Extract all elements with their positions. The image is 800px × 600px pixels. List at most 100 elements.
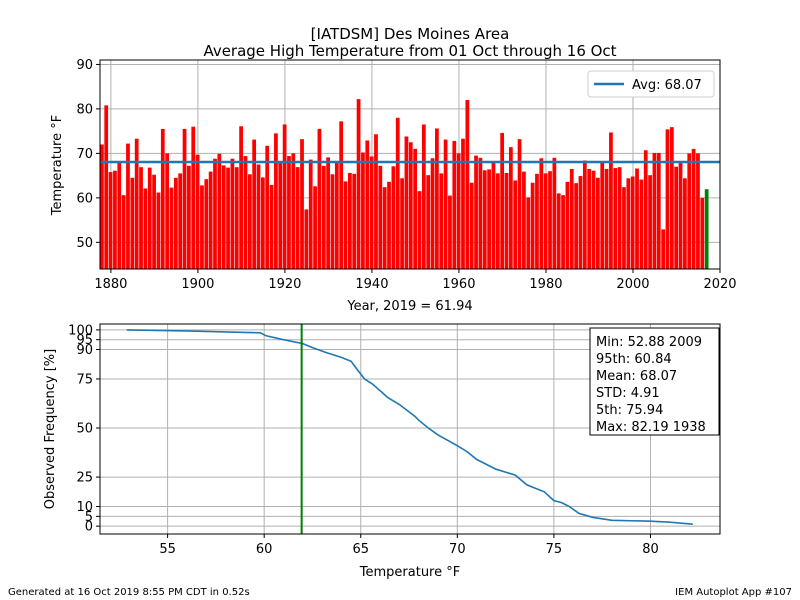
bottom-y-tick-label: 25 xyxy=(76,471,93,486)
bottom-y-tick-label: 90 xyxy=(76,343,93,358)
year-bar xyxy=(395,117,400,270)
year-bar xyxy=(582,160,587,269)
year-bar xyxy=(400,178,404,269)
year-bar xyxy=(604,168,609,269)
year-bar xyxy=(556,193,561,269)
year-bar xyxy=(160,128,165,269)
year-bar xyxy=(113,170,117,269)
year-bar xyxy=(704,189,709,269)
bottom-x-tick-label: 65 xyxy=(352,542,369,557)
legend-box xyxy=(587,70,715,98)
year-bar xyxy=(430,158,435,269)
year-bar xyxy=(182,128,187,269)
year-bar xyxy=(256,164,261,269)
bottom-x-tick-label: 70 xyxy=(449,542,466,557)
year-bar xyxy=(661,229,666,269)
year-bar xyxy=(643,150,648,269)
year-bar xyxy=(304,209,309,269)
year-bar xyxy=(274,133,278,269)
year-bar xyxy=(265,145,270,269)
year-bar xyxy=(121,195,126,269)
year-bar xyxy=(543,173,548,269)
year-bar xyxy=(300,139,304,269)
year-bar xyxy=(491,162,496,269)
year-bar xyxy=(487,169,491,269)
year-bar xyxy=(535,173,539,269)
top-x-tick-label: 1920 xyxy=(268,277,301,292)
year-bar xyxy=(217,153,222,269)
footer-generated: Generated at 16 Oct 2019 8:55 PM CDT in … xyxy=(8,587,250,598)
year-bar xyxy=(574,183,578,269)
year-bar xyxy=(208,171,213,269)
year-bar xyxy=(378,165,383,269)
year-bar xyxy=(617,167,622,269)
year-bar xyxy=(139,167,143,269)
legend-entry-avg: Avg: 68.07 xyxy=(632,78,702,93)
year-bar xyxy=(508,147,513,269)
year-bar xyxy=(700,197,705,269)
year-bar xyxy=(478,157,483,269)
year-bar xyxy=(352,173,357,269)
year-bar xyxy=(495,173,500,269)
year-bar xyxy=(326,157,330,269)
stat-min: Min: 52.88 2009 xyxy=(596,335,702,350)
year-bar xyxy=(156,192,161,269)
year-bar xyxy=(652,152,657,269)
year-bar xyxy=(565,181,570,269)
year-bar xyxy=(147,167,152,269)
year-bar xyxy=(448,195,452,269)
year-bar xyxy=(691,148,696,269)
year-bar xyxy=(500,132,505,269)
top-x-axis-label: Year, 2019 = 61.94 xyxy=(346,299,472,314)
stat-max: Max: 82.19 1938 xyxy=(596,420,706,435)
year-bar xyxy=(321,165,326,269)
year-bar xyxy=(260,177,265,269)
year-bar xyxy=(578,176,583,269)
year-bar xyxy=(678,161,683,269)
year-bar xyxy=(134,138,139,269)
year-bar xyxy=(648,175,652,269)
year-bar xyxy=(382,187,387,269)
year-bar xyxy=(443,139,448,269)
top-y-tick-label: 60 xyxy=(76,191,93,206)
year-bar xyxy=(513,180,518,269)
year-bar xyxy=(587,168,592,269)
stat-95th: 95th: 60.84 xyxy=(596,352,672,367)
year-bar xyxy=(421,124,426,269)
year-bar xyxy=(143,188,148,269)
year-bar xyxy=(234,167,239,269)
year-bar xyxy=(108,172,113,269)
year-bar xyxy=(334,162,339,269)
top-y-tick-label: 70 xyxy=(76,147,93,162)
year-bar xyxy=(456,153,461,269)
bottom-y-tick-label: 10 xyxy=(76,500,93,515)
year-bar xyxy=(591,170,596,269)
year-bar xyxy=(656,152,661,269)
year-bar xyxy=(469,182,474,269)
year-bar xyxy=(522,171,526,269)
year-bar xyxy=(104,105,109,269)
year-bar xyxy=(130,177,135,269)
year-bar xyxy=(200,185,204,269)
year-bar xyxy=(630,176,635,269)
year-bar xyxy=(169,187,174,269)
footer-app: IEM Autoplot App #107 xyxy=(675,587,792,598)
top-x-tick-label: 2000 xyxy=(616,277,649,292)
year-bar xyxy=(539,158,544,269)
year-bar xyxy=(674,166,679,269)
bottom-x-axis-label: Temperature °F xyxy=(359,565,460,580)
year-bar xyxy=(365,140,370,269)
year-bar xyxy=(317,128,322,269)
top-x-tick-label: 1960 xyxy=(442,277,475,292)
top-axis-ticks: 1880 1900 1920 1940 1960 1980 2000 2020 50 60 70 80… xyxy=(76,58,736,292)
year-bar xyxy=(452,140,457,269)
top-plot-frame xyxy=(99,59,721,270)
top-bars xyxy=(100,99,709,270)
year-bar xyxy=(408,142,413,269)
top-y-axis-label: Temperature °F xyxy=(50,115,65,216)
year-bar xyxy=(461,138,465,269)
year-bar xyxy=(596,177,600,269)
year-bar xyxy=(626,178,631,269)
year-bar xyxy=(348,172,352,269)
